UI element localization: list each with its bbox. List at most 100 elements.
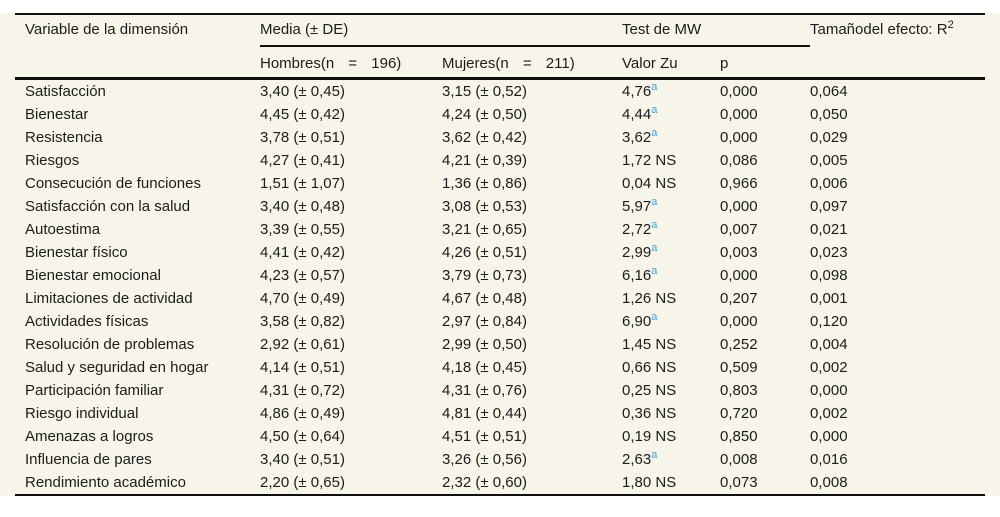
hombres-mean-cell: 3,58 (± 0,82) <box>260 313 345 330</box>
p-value-cell: 0,000 <box>720 83 758 100</box>
mujeres-mean-cell: 4,21 (± 0,39) <box>442 152 527 169</box>
variable-cell: Consecución de funciones <box>25 175 201 192</box>
table-row: Riesgos 4,27 (± 0,41) 4,21 (± 0,39) 1,72 NS… <box>15 149 985 172</box>
table-row: Consecución de funciones 1,51 (± 1,07) 1,3… <box>15 172 985 195</box>
hombres-mean-cell: 3,40 (± 0,51) <box>260 451 345 468</box>
variable-cell: Riesgos <box>25 152 80 169</box>
z-value-cell: 0,04 NS <box>622 172 720 195</box>
z-value-cell: 0,36 NS <box>622 402 720 425</box>
variable-cell: Autoestima <box>25 221 101 238</box>
subheader-rule <box>260 45 810 47</box>
mujeres-mean-cell: 3,62 (± 0,42) <box>442 129 527 146</box>
p-value-cell: 0,509 <box>720 359 758 376</box>
media-group-header: Media (± DE) <box>260 21 349 38</box>
p-value-cell: 0,007 <box>720 221 758 238</box>
z-value: 2,63 <box>622 451 652 468</box>
effect-size-cell: 0,050 <box>810 106 848 123</box>
p-value-cell: 0,008 <box>720 451 758 468</box>
hombres-mean-cell: 4,70 (± 0,49) <box>260 290 345 307</box>
effect-size-cell: 0,098 <box>810 267 848 284</box>
variable-cell: Rendimiento académico <box>25 474 186 491</box>
hombres-mean-cell: 4,45 (± 0,42) <box>260 106 345 123</box>
mujeres-mean-cell: 4,81 (± 0,44) <box>442 405 527 422</box>
variable-cell: Bienestar físico <box>25 244 128 261</box>
z-value-cell: 4,76a <box>622 80 720 103</box>
variable-cell: Actividades físicas <box>25 313 149 330</box>
z-value-cell: 1,45 NS <box>622 333 720 356</box>
table-row: Influencia de pares 3,40 (± 0,51) 3,26 (± … <box>15 448 985 471</box>
variable-cell: Satisfacción <box>25 83 106 100</box>
table-row: Actividades físicas 3,58 (± 0,82) 2,97 (± … <box>15 310 985 333</box>
z-value: 1,45 NS <box>622 336 677 353</box>
p-value-cell: 0,003 <box>720 244 758 261</box>
z-value-cell: 2,99a <box>622 241 720 264</box>
effect-size-cell: 0,120 <box>810 313 848 330</box>
variable-cell: Satisfacción con la salud <box>25 198 191 215</box>
z-value-cell: 1,80 NS <box>622 471 720 494</box>
p-value-cell: 0,850 <box>720 428 758 445</box>
variable-cell: Limitaciones de actividad <box>25 290 193 307</box>
mujeres-mean-cell: 4,51 (± 0,51) <box>442 428 527 445</box>
p-value-cell: 0,086 <box>720 152 758 169</box>
hombres-mean-cell: 3,40 (± 0,48) <box>260 198 345 215</box>
table-band: Variable de la dimensión Media (± DE) Te… <box>0 13 1000 496</box>
table-row: Bienestar físico 4,41 (± 0,42) 4,26 (± 0,5… <box>15 241 985 264</box>
mujeres-mean-cell: 1,36 (± 0,86) <box>442 175 527 192</box>
p-value-cell: 0,000 <box>720 313 758 330</box>
group-header-row: Variable de la dimensión Media (± DE) Te… <box>15 15 985 45</box>
table-row: Amenazas a logros 4,50 (± 0,64) 4,51 (± 0,… <box>15 425 985 448</box>
mujeres-mean-cell: 3,79 (± 0,73) <box>442 267 527 284</box>
z-value: 1,26 NS <box>622 290 677 307</box>
mujeres-mean-cell: 4,31 (± 0,76) <box>442 382 527 399</box>
variable-cell: Bienestar emocional <box>25 267 161 284</box>
mujeres-mean-cell: 4,18 (± 0,45) <box>442 359 527 376</box>
p-value-cell: 0,000 <box>720 106 758 123</box>
significance-superscript: a <box>651 449 658 461</box>
hombres-mean-cell: 1,51 (± 1,07) <box>260 175 345 192</box>
hombres-mean-cell: 4,23 (± 0,57) <box>260 267 345 284</box>
significance-superscript: a <box>651 219 658 231</box>
valor-z-column-header: Valor Zu <box>622 55 678 72</box>
table-row: Bienestar 4,45 (± 0,42) 4,24 (± 0,50) 4,44a… <box>15 103 985 126</box>
effect-size-cell: 0,001 <box>810 290 848 307</box>
variable-cell: Riesgo individual <box>25 405 139 422</box>
z-value-cell: 2,63a <box>622 448 720 471</box>
effect-size-cell: 0,005 <box>810 152 848 169</box>
z-value-cell: 0,66 NS <box>622 356 720 379</box>
mujeres-mean-cell: 3,08 (± 0,53) <box>442 198 527 215</box>
z-value: 0,25 NS <box>622 382 677 399</box>
significance-superscript: a <box>651 242 658 254</box>
effect-size-superscript: 2 <box>947 19 954 31</box>
z-value-cell: 6,90a <box>622 310 720 333</box>
table-row: Rendimiento académico 2,20 (± 0,65) 2,32 (… <box>15 471 985 494</box>
z-value-cell: 0,19 NS <box>622 425 720 448</box>
z-value-cell: 3,62a <box>622 126 720 149</box>
effect-size-cell: 0,064 <box>810 83 848 100</box>
hombres-mean-cell: 4,41 (± 0,42) <box>260 244 345 261</box>
mujeres-mean-cell: 3,26 (± 0,56) <box>442 451 527 468</box>
variable-cell: Resolución de problemas <box>25 336 195 353</box>
effect-size-cell: 0,008 <box>810 474 848 491</box>
p-value-cell: 0,207 <box>720 290 758 307</box>
z-value: 6,90 <box>622 313 652 330</box>
mujeres-mean-cell: 4,67 (± 0,48) <box>442 290 527 307</box>
table-row: Autoestima 3,39 (± 0,55) 3,21 (± 0,65) 2,72… <box>15 218 985 241</box>
significance-superscript: a <box>651 81 658 93</box>
p-value-cell: 0,073 <box>720 474 758 491</box>
subheader-spacer <box>810 47 985 80</box>
effect-size-cell: 0,004 <box>810 336 848 353</box>
z-value-cell: 2,72a <box>622 218 720 241</box>
z-value: 3,62 <box>622 129 652 146</box>
hombres-mean-cell: 4,86 (± 0,49) <box>260 405 345 422</box>
hombres-mean-cell: 2,92 (± 0,61) <box>260 336 345 353</box>
z-value: 0,66 NS <box>622 359 677 376</box>
effect-size-cell: 0,000 <box>810 428 848 445</box>
mujeres-mean-cell: 3,15 (± 0,52) <box>442 83 527 100</box>
p-value-cell: 0,000 <box>720 198 758 215</box>
variable-cell: Amenazas a logros <box>25 428 154 445</box>
significance-superscript: a <box>651 311 658 323</box>
z-value-cell: 0,25 NS <box>622 379 720 402</box>
variable-cell: Influencia de pares <box>25 451 152 468</box>
significance-superscript: a <box>651 265 658 277</box>
mujeres-mean-cell: 2,97 (± 0,84) <box>442 313 527 330</box>
